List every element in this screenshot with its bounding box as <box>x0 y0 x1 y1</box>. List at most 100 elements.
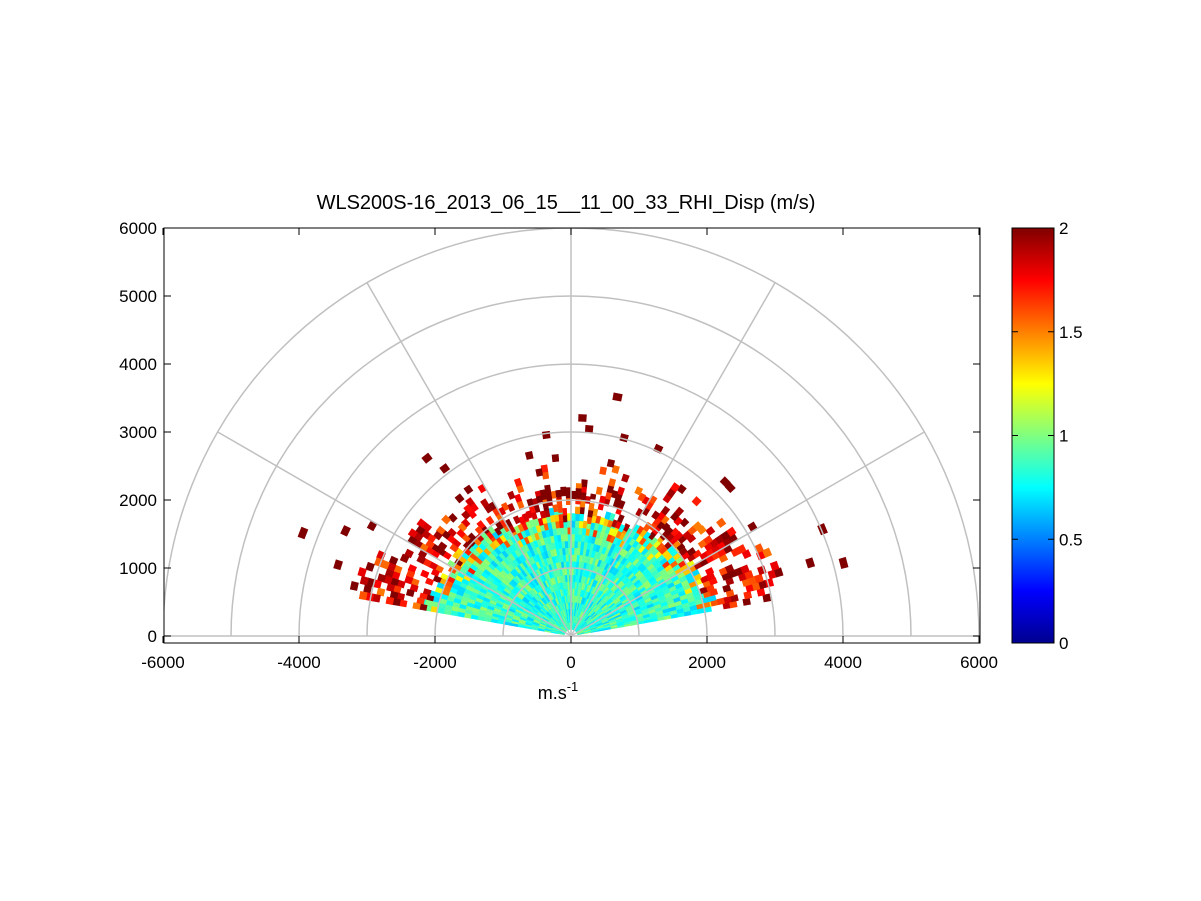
data-cell <box>574 506 581 515</box>
data-cell-outlier <box>606 458 616 468</box>
data-cell-outlier <box>297 526 309 540</box>
x-tick-label: 4000 <box>824 653 862 672</box>
data-cell-outlier <box>555 489 562 498</box>
data-cell <box>573 533 579 542</box>
data-cell-fringe <box>608 478 617 487</box>
colorbar-tick-label: 1.5 <box>1059 323 1083 342</box>
data-cell-fringe <box>521 512 530 522</box>
data-cell-fringe <box>736 544 747 554</box>
data-cell-fringe <box>449 543 459 553</box>
data-cell-fringe <box>696 525 707 535</box>
x-tick-label: 0 <box>566 653 575 672</box>
data-cell-fringe <box>542 502 550 511</box>
colorbar-tick-label: 0.5 <box>1059 530 1083 549</box>
data-cell-outlier <box>838 556 849 569</box>
data-cell-outlier <box>421 452 433 464</box>
data-cell-fringe <box>762 547 773 558</box>
x-axis-label-exponent: -1 <box>567 679 579 694</box>
data-cell-fringe <box>744 570 754 580</box>
data-cell-fringe <box>679 517 690 528</box>
data-cell-outlier <box>612 392 623 402</box>
data-cell-outlier <box>805 557 816 569</box>
data-cell-fringe <box>660 505 671 516</box>
data-cell-fringe <box>485 515 495 526</box>
data-cell-fringe <box>742 597 751 606</box>
data-cell-fringe <box>773 567 784 578</box>
data-cell-fringe <box>670 482 681 493</box>
chart-title: WLS200S-16_2013_06_15__11_00_33_RHI_Disp… <box>317 192 816 214</box>
data-cell-fringe <box>512 515 521 525</box>
data-cells <box>297 392 849 636</box>
data-cell-outlier <box>340 525 351 537</box>
data-cell-fringe <box>456 528 466 539</box>
spoke-line <box>570 431 925 637</box>
data-cell-fringe <box>616 486 625 496</box>
data-cell-outlier <box>333 559 343 571</box>
data-cell-outlier <box>719 476 731 488</box>
x-axis-label-base: m.s <box>538 683 567 703</box>
data-cell-fringe <box>412 602 421 610</box>
data-cell-fringe <box>581 479 588 488</box>
data-cell-fringe <box>621 473 630 483</box>
data-cell-outlier <box>535 468 544 477</box>
data-cell <box>604 511 612 520</box>
data-cell-fringe <box>730 594 739 603</box>
data-cell-outlier <box>439 463 451 474</box>
data-cell-outlier <box>584 424 594 434</box>
data-cell-fringe <box>349 581 359 591</box>
data-cell-outlier <box>570 490 577 500</box>
data-cell-fringe <box>407 564 417 574</box>
data-cell <box>573 540 578 549</box>
data-cell-fringe <box>586 516 593 525</box>
data-cell-fringe <box>716 517 727 528</box>
data-cell-fringe <box>430 568 440 577</box>
data-cell-fringe <box>651 510 661 520</box>
data-cell-outlier <box>551 454 560 463</box>
colorbar <box>1011 227 1055 644</box>
data-cell-fringe <box>740 564 750 574</box>
data-cell-fringe <box>692 521 703 531</box>
data-cell-fringe <box>622 523 631 532</box>
data-cell-fringe <box>743 590 753 600</box>
colorbar-tick-label: 2 <box>1059 219 1068 238</box>
data-cell <box>574 526 579 535</box>
colorbar-tick-label: 1 <box>1059 427 1068 446</box>
data-cell-fringe <box>457 522 468 533</box>
data-cell-fringe <box>463 504 473 514</box>
data-cell-fringe <box>425 577 435 586</box>
data-cell-fringe <box>416 555 426 565</box>
y-tick-label: 2000 <box>119 491 157 510</box>
data-cell-fringe <box>358 590 368 601</box>
data-cell-fringe <box>705 526 716 536</box>
x-axis-label: m.s-1 <box>538 679 579 703</box>
data-cell-fringe <box>500 502 510 512</box>
data-cell-outlier <box>541 430 551 440</box>
data-cell-fringe <box>405 588 415 597</box>
data-cell-fringe <box>420 569 430 579</box>
x-tick-label: -6000 <box>141 653 184 672</box>
colorbar-axis: 0 0.5 1 1.5 2 <box>1012 219 1083 653</box>
data-cell-fringe <box>495 521 504 531</box>
y-tick-label: 0 <box>148 627 157 646</box>
data-cell-fringe <box>674 506 685 517</box>
data-cell-outlier <box>560 486 567 497</box>
data-cell-fringe <box>359 575 369 586</box>
data-cell-fringe <box>507 490 516 500</box>
data-cell-fringe <box>692 549 702 559</box>
data-cell-fringe <box>588 502 595 511</box>
data-cell-fringe <box>599 466 608 476</box>
data-cell-outlier <box>463 484 474 495</box>
data-cell-fringe <box>562 514 568 523</box>
data-cell-fringe <box>769 560 780 571</box>
data-cell-fringe <box>579 506 585 515</box>
y-tick-label: 6000 <box>119 219 157 238</box>
data-cell-fringe <box>741 549 752 559</box>
data-cell-fringe <box>454 493 465 504</box>
data-cell-outlier <box>565 487 572 499</box>
data-cell-fringe <box>407 528 418 539</box>
spoke-line <box>570 282 776 637</box>
data-cell-outlier <box>524 451 534 460</box>
data-cell-fringe <box>435 525 446 536</box>
data-cell-fringe <box>725 589 735 598</box>
